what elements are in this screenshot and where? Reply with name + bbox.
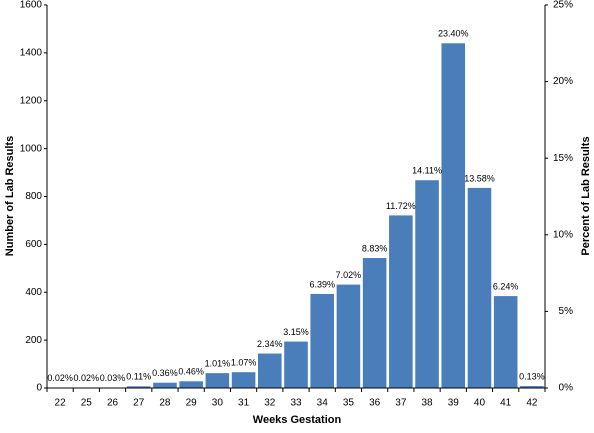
bar	[468, 188, 492, 388]
bar	[337, 285, 361, 388]
bar-label: 23.40%	[438, 29, 469, 39]
x-tick-label: 35	[343, 398, 355, 409]
x-axis-label: Weeks Gestation	[253, 414, 342, 426]
bar-label: 11.72%	[386, 201, 416, 211]
bar	[179, 381, 203, 388]
bar-label: 0.03%	[100, 373, 126, 383]
bar-label: 3.15%	[283, 327, 309, 337]
bar	[363, 258, 387, 388]
y-tick-label: 0	[36, 383, 42, 394]
y-axis-label: Number of Lab Results	[4, 136, 16, 256]
bar	[284, 342, 308, 388]
x-tick-label: 29	[186, 398, 198, 409]
bar-label: 6.39%	[309, 279, 335, 289]
y-tick-label: 400	[25, 287, 42, 298]
y2-tick-label: 15%	[553, 153, 573, 164]
y2-tick-label: 20%	[553, 76, 573, 87]
bar	[389, 215, 413, 388]
x-tick-label: 38	[421, 398, 433, 409]
bar	[415, 180, 439, 388]
x-tick-label: 31	[238, 398, 250, 409]
x-tick-label: 37	[395, 398, 407, 409]
y2-tick-label: 10%	[553, 229, 573, 240]
bar	[258, 354, 282, 388]
y2-tick-label: 5%	[559, 306, 574, 317]
bar	[494, 296, 518, 388]
x-tick-label: 32	[264, 398, 276, 409]
y-tick-label: 600	[25, 239, 42, 250]
x-tick-label: 27	[133, 398, 145, 409]
y-tick-label: 1000	[20, 143, 43, 154]
bar-label: 14.11%	[412, 166, 442, 176]
x-tick-label: 41	[500, 398, 512, 409]
x-tick-label: 33	[290, 398, 302, 409]
bar-label: 0.46%	[178, 367, 204, 377]
x-tick-label: 22	[55, 398, 67, 409]
x-tick-label: 39	[448, 398, 460, 409]
bar-label: 1.07%	[231, 358, 257, 368]
y-tick-label: 200	[25, 335, 42, 346]
y2-axis-label: Percent of Lab Results	[580, 136, 592, 255]
y-tick-label: 1200	[20, 95, 43, 106]
bar	[310, 294, 334, 388]
bar	[153, 383, 177, 388]
bar-label: 13.58%	[464, 173, 495, 183]
bar-label: 0.02%	[47, 373, 73, 383]
x-tick-label: 42	[526, 398, 538, 409]
bar-label: 6.24%	[493, 281, 519, 291]
x-tick-label: 34	[317, 398, 329, 409]
bar-label: 0.02%	[74, 373, 100, 383]
bar-label: 0.11%	[126, 372, 151, 382]
y-tick-label: 1400	[20, 48, 43, 59]
x-tick-label: 26	[107, 398, 119, 409]
y2-tick-label: 0%	[559, 383, 574, 394]
x-tick-label: 30	[212, 398, 224, 409]
y2-tick-label: 25%	[553, 0, 573, 11]
x-tick-label: 28	[159, 398, 171, 409]
y-tick-label: 1600	[20, 0, 43, 11]
bar-label: 1.01%	[205, 359, 231, 369]
x-tick-label: 36	[369, 398, 381, 409]
x-tick-label: 40	[474, 398, 486, 409]
bar-label: 8.83%	[362, 243, 388, 253]
bar	[232, 372, 256, 388]
x-tick-label: 25	[81, 398, 93, 409]
y-tick-label: 800	[25, 191, 42, 202]
bar-label: 2.34%	[257, 339, 283, 349]
bar-label: 7.02%	[336, 270, 362, 280]
bar	[441, 43, 465, 388]
bar-label: 0.36%	[152, 368, 178, 378]
bar	[206, 373, 230, 388]
bar-label: 0.13%	[519, 371, 545, 381]
